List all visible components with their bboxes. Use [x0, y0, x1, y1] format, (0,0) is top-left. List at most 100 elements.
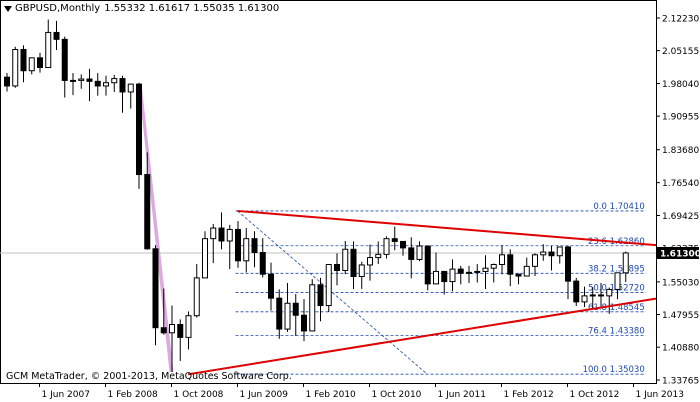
collapse-arrow-icon — [4, 5, 12, 12]
bull-candle — [185, 315, 192, 338]
price-tick-label: 2.12230 — [662, 15, 699, 25]
bull-candle — [28, 57, 35, 72]
bear-candle — [235, 228, 241, 262]
bear-candle — [334, 264, 340, 271]
bull-candle — [532, 254, 538, 267]
fibo-diagonal — [237, 210, 428, 375]
bear-candle — [573, 280, 580, 303]
bull-candle — [606, 288, 613, 297]
bull-candle — [556, 246, 563, 257]
price-tick-label: 1.47955 — [662, 311, 699, 321]
bear-candle — [276, 297, 283, 330]
bear-candle — [37, 57, 43, 69]
bear-candle — [598, 294, 604, 297]
time-tick-label: 1 Jun 2007 — [42, 390, 90, 400]
bull-candle — [202, 238, 208, 279]
bull-candle — [622, 252, 629, 274]
bull-candle — [12, 49, 19, 87]
chart-header: GBPUSD,Monthly 1.55332 1.61617 1.55035 1… — [4, 3, 279, 14]
bear-candle — [548, 251, 555, 257]
price-tick-label: 1.98040 — [662, 80, 699, 90]
bear-candle — [61, 38, 68, 81]
current-price-box — [657, 246, 699, 259]
bull-candle — [103, 82, 109, 87]
fibo-level-label: 61.8 1.48545 — [588, 303, 645, 313]
price-tick-label: 1.40880 — [662, 344, 699, 354]
bear-candle — [136, 83, 142, 176]
time-tick-label: 1 Oct 2012 — [570, 390, 620, 400]
time-tick-label: 1 Jun 2009 — [240, 390, 289, 400]
bear-candle — [4, 76, 10, 87]
bull-candle — [614, 272, 621, 290]
bear-candle — [515, 273, 522, 277]
fibo-level-label: 76.4 1.43380 — [588, 327, 645, 337]
bull-candle — [78, 78, 85, 81]
bull-candle — [342, 248, 349, 271]
bear-candle — [292, 302, 299, 316]
symbol-label: GBPUSD,Monthly — [15, 3, 101, 14]
bull-candle — [416, 245, 423, 260]
bear-candle — [53, 31, 60, 40]
bear-candle — [177, 323, 184, 338]
bull-candle — [375, 253, 382, 259]
bear-candle — [94, 80, 101, 87]
bear-candle — [400, 240, 406, 249]
bear-candle — [119, 78, 126, 93]
ohlc-readout: 1.55332 1.61617 1.55035 1.61300 — [104, 3, 280, 14]
price-tick-label: 1.76540 — [662, 179, 699, 189]
bull-candle — [169, 323, 175, 334]
bear-candle — [317, 284, 324, 307]
support-trendline — [187, 297, 657, 376]
bear-candle — [152, 248, 159, 329]
bull-candle — [193, 277, 200, 317]
time-tick-label: 1 Jun 2011 — [438, 390, 486, 400]
current-price-label: 1.61300 — [660, 249, 700, 259]
bull-candle — [474, 270, 481, 273]
bull-candle — [243, 238, 250, 262]
bear-candle — [391, 238, 398, 242]
bear-candle — [259, 252, 266, 275]
bear-candle — [408, 247, 415, 260]
bull-candle — [589, 294, 596, 297]
price-tick-label: 1.33765 — [662, 377, 699, 387]
bull-candle — [284, 302, 291, 330]
price-tick-label: 1.90955 — [662, 113, 699, 123]
bear-candle — [457, 268, 464, 274]
plot-frame — [0, 0, 657, 384]
bull-candle — [449, 268, 456, 283]
bull-candle — [45, 31, 52, 69]
bear-candle — [424, 245, 431, 285]
time-tick-label: 1 Feb 2012 — [504, 390, 554, 400]
bull-candle — [210, 227, 217, 240]
bear-candle — [20, 49, 27, 72]
time-tick-label: 1 Feb 2010 — [306, 390, 357, 400]
bull-candle — [383, 238, 390, 255]
price-tick-label: 2.05155 — [662, 47, 699, 57]
bull-candle — [309, 284, 316, 332]
copyright-text: GCM MetaTrader, © 2001-2013, MetaQuotes … — [6, 371, 292, 382]
bull-candle — [581, 295, 588, 303]
bull-candle — [490, 264, 497, 269]
fibo-level-label: 100.0 1.35030 — [583, 365, 645, 375]
bear-candle — [251, 238, 258, 254]
bull-candle — [540, 251, 547, 256]
bear-candle — [144, 174, 151, 250]
bull-candle — [367, 257, 373, 266]
bear-candle — [160, 327, 167, 334]
bull-candle — [433, 270, 439, 285]
bear-candle — [507, 254, 514, 275]
bull-candle — [226, 228, 233, 242]
bull-candle — [358, 264, 365, 277]
candles-group — [4, 19, 629, 372]
resistance-trendline — [237, 209, 657, 247]
price-tick-label: 1.55030 — [662, 278, 699, 288]
bear-candle — [268, 273, 274, 299]
fibo-level-label: 38.2 1.56895 — [588, 264, 645, 274]
bear-candle — [565, 246, 571, 282]
bull-candle — [499, 254, 505, 266]
time-tick-label: 1 Oct 2010 — [372, 390, 422, 400]
fibo-level-label: 0.0 1.70410 — [593, 202, 644, 212]
price-tick-label: 1.69425 — [662, 212, 699, 222]
